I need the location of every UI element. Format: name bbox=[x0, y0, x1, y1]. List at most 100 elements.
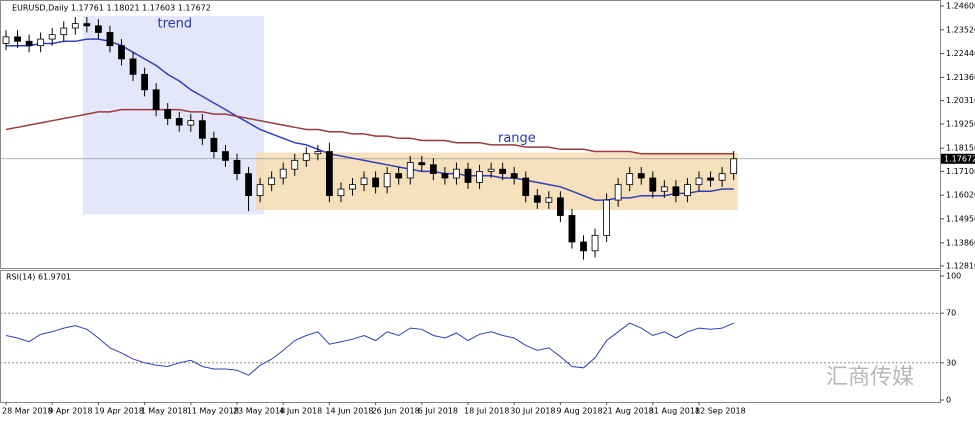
candle-body bbox=[649, 177, 657, 192]
candle-body bbox=[175, 118, 183, 126]
last-price-label: 1.17672 bbox=[944, 154, 975, 163]
candle-body bbox=[476, 170, 483, 183]
y-tick-label: 1.16020 bbox=[946, 191, 975, 200]
y-tick-label: 1.23520 bbox=[946, 25, 975, 34]
x-tick-label: 14 Jun 2018 bbox=[325, 407, 373, 416]
x-tick-label: 9 Apr 2018 bbox=[48, 407, 92, 416]
rsi-panel bbox=[0, 270, 941, 403]
candle-body bbox=[118, 45, 125, 60]
candle-body bbox=[464, 168, 472, 183]
candle-body bbox=[245, 173, 252, 197]
y-tick-label: 1.14950 bbox=[946, 214, 975, 223]
y-tick-label: 1.24600 bbox=[946, 2, 975, 11]
y-tick-label: 1.13860 bbox=[946, 238, 975, 247]
candle-body bbox=[499, 168, 507, 174]
last-price-box bbox=[941, 153, 975, 164]
candle-body bbox=[291, 159, 299, 170]
y-tick-label: 1.20310 bbox=[946, 96, 975, 105]
candle-body bbox=[95, 25, 102, 33]
x-tick-label: 9 Aug 2018 bbox=[556, 407, 602, 416]
candle-body bbox=[730, 158, 738, 174]
zone bbox=[256, 152, 738, 210]
zone-label: range bbox=[498, 131, 536, 146]
candle-body bbox=[325, 151, 333, 197]
candle-body bbox=[349, 184, 356, 190]
candle-body bbox=[395, 173, 403, 179]
candle-body bbox=[129, 58, 137, 75]
zone-label: trend bbox=[158, 16, 193, 31]
candle-body bbox=[210, 137, 218, 152]
candle-body bbox=[37, 38, 45, 47]
x-tick-label: 31 Aug 2018 bbox=[649, 407, 700, 416]
moving-average bbox=[6, 38, 734, 201]
candle-body bbox=[187, 120, 195, 126]
candle-body bbox=[660, 186, 668, 192]
x-tick-label: 19 Apr 2018 bbox=[94, 407, 143, 416]
candle-body bbox=[71, 23, 79, 29]
x-tick-label: 18 Jul 2018 bbox=[464, 407, 509, 416]
candle-body bbox=[510, 173, 518, 179]
x-tick-label: 26 Jun 2018 bbox=[372, 407, 420, 416]
rsi-tick-label: 100 bbox=[946, 272, 961, 281]
candle-body bbox=[603, 199, 610, 236]
candle-body bbox=[268, 177, 276, 186]
candle-body bbox=[302, 153, 310, 161]
candle-body bbox=[141, 73, 149, 91]
candle-body bbox=[557, 197, 564, 216]
x-tick-label: 30 Jul 2018 bbox=[510, 407, 555, 416]
candle-body bbox=[637, 173, 645, 179]
y-tick-label: 1.19250 bbox=[946, 119, 975, 128]
x-tick-label: 28 Mar 2018 bbox=[2, 407, 53, 416]
candle-body bbox=[152, 89, 160, 111]
rsi-line bbox=[5, 322, 734, 376]
x-tick-label: 12 Sep 2018 bbox=[695, 407, 746, 416]
x-tick-label: 6 Jul 2018 bbox=[418, 407, 458, 416]
y-tick-label: 1.22440 bbox=[946, 49, 975, 58]
candle-body bbox=[14, 36, 21, 42]
candle-body bbox=[372, 177, 380, 188]
candle-body bbox=[279, 168, 287, 179]
candle-body bbox=[626, 173, 634, 186]
candle-body bbox=[545, 197, 553, 203]
y-tick-label: 1.17100 bbox=[946, 167, 975, 176]
candle-body bbox=[2, 36, 10, 44]
x-tick-label: 4 Jun 2018 bbox=[279, 407, 322, 416]
x-tick-label: 23 May 2018 bbox=[233, 407, 285, 416]
candle-body bbox=[48, 34, 56, 40]
moving-average bbox=[5, 108, 734, 155]
candle-body bbox=[718, 173, 726, 181]
candle-body bbox=[684, 184, 691, 197]
candle-body bbox=[83, 23, 91, 27]
candle-body bbox=[383, 173, 391, 188]
candle-body bbox=[429, 164, 437, 174]
watermark: 汇商传媒 bbox=[826, 365, 914, 390]
candle-body bbox=[406, 162, 414, 179]
candle-body bbox=[233, 159, 241, 174]
candle-body bbox=[522, 177, 530, 197]
chart-title: EURUSD,Daily 1.17761 1.18021 1.17603 1.1… bbox=[12, 4, 211, 13]
candle-body bbox=[314, 151, 322, 155]
rsi-title: RSI(14) 61.9701 bbox=[6, 273, 71, 282]
candle-body bbox=[672, 186, 680, 197]
candle-body bbox=[441, 173, 449, 179]
candle-body bbox=[533, 195, 541, 203]
candle-body bbox=[198, 120, 206, 139]
candle-body bbox=[487, 168, 495, 172]
candle-body bbox=[25, 40, 33, 47]
candle-body bbox=[614, 184, 622, 201]
y-tick-label: 1.18150 bbox=[946, 144, 975, 153]
candle-body bbox=[256, 184, 264, 197]
x-tick-label: 11 May 2018 bbox=[187, 407, 239, 416]
candle-body bbox=[695, 177, 703, 186]
candle-body bbox=[568, 215, 576, 243]
candle-body bbox=[580, 241, 587, 252]
candle-body bbox=[164, 109, 172, 119]
y-tick-label: 1.12810 bbox=[946, 262, 975, 271]
y-tick-label: 1.21360 bbox=[946, 73, 975, 82]
rsi-tick-label: 0 bbox=[946, 396, 951, 405]
x-tick-label: 21 Aug 2018 bbox=[603, 407, 654, 416]
candle-body bbox=[418, 162, 426, 166]
candle-body bbox=[707, 177, 714, 181]
rsi-tick-label: 30 bbox=[946, 358, 956, 367]
